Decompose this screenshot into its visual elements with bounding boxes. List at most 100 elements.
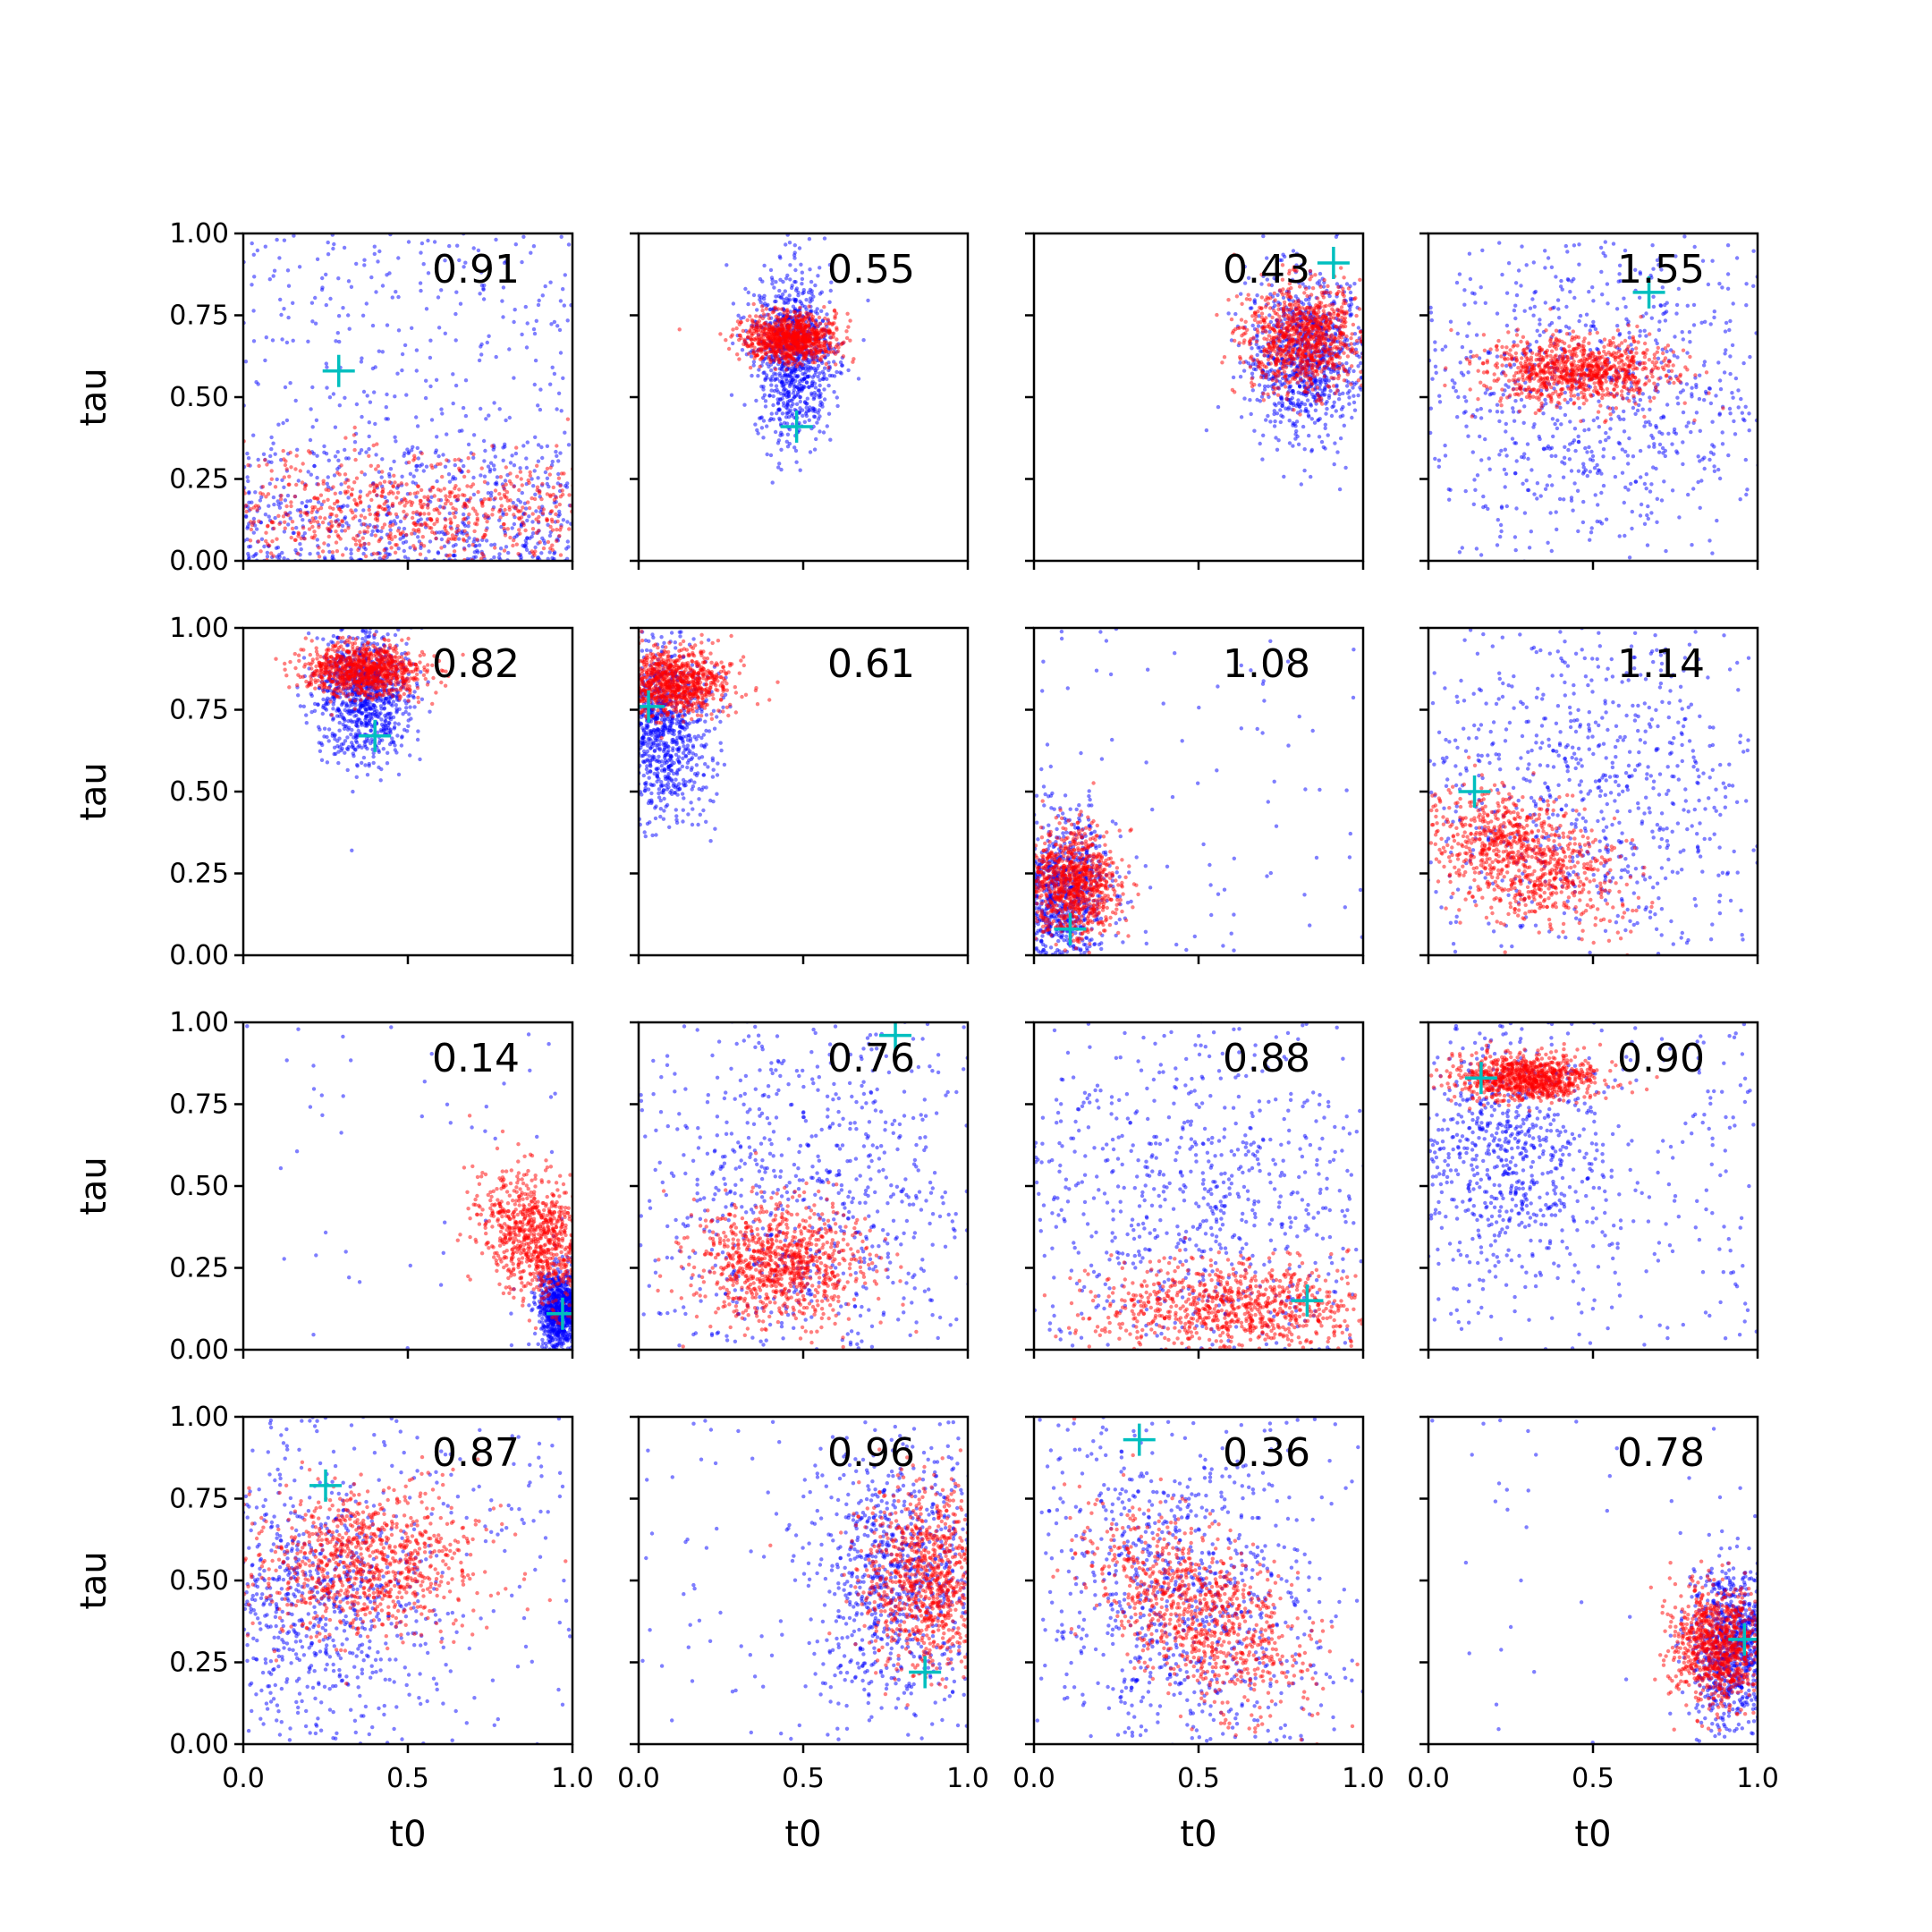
point-series-a xyxy=(250,283,254,287)
point-series-a xyxy=(1268,292,1273,297)
point-series-a xyxy=(1267,377,1271,382)
point-series-a xyxy=(326,240,330,245)
point-series-a xyxy=(512,521,517,527)
point-series-a xyxy=(1324,411,1328,416)
point-series-a xyxy=(827,300,832,304)
point-series-b xyxy=(352,433,357,437)
point-series-a xyxy=(750,373,754,378)
point-series-b xyxy=(399,481,403,486)
point-series-a xyxy=(1242,281,1248,285)
point-series-a xyxy=(782,420,787,425)
point-series-a xyxy=(1267,329,1272,335)
point-series-a xyxy=(507,347,512,352)
point-series-b xyxy=(1326,384,1330,388)
point-series-a xyxy=(768,453,774,458)
point-series-b xyxy=(767,328,772,333)
point-series-b xyxy=(1272,291,1277,296)
point-series-a xyxy=(818,429,822,434)
point-series-b xyxy=(281,514,286,519)
point-series-a xyxy=(562,303,566,308)
y-tick-label: 0.25 xyxy=(169,464,229,496)
point-series-a xyxy=(486,481,490,486)
point-series-b xyxy=(551,492,555,497)
point-series-a xyxy=(784,381,788,386)
point-series-a xyxy=(792,256,797,260)
point-series-a xyxy=(358,489,363,494)
point-series-b xyxy=(396,529,401,533)
point-series-b xyxy=(826,350,831,354)
point-series-a xyxy=(536,403,540,408)
point-series-b xyxy=(534,517,538,521)
point-series-b xyxy=(318,505,324,511)
point-series-a xyxy=(1259,282,1264,286)
point-series-a xyxy=(1262,384,1267,389)
point-series-b xyxy=(409,503,414,507)
point-series-b xyxy=(738,334,742,338)
point-series-b xyxy=(448,491,453,496)
point-series-a xyxy=(550,365,555,369)
point-series-b xyxy=(382,479,387,484)
point-series-a xyxy=(811,414,817,419)
point-series-b xyxy=(784,321,788,326)
point-series-b xyxy=(1321,295,1326,300)
point-series-a xyxy=(283,385,288,390)
point-series-a xyxy=(1307,285,1311,290)
point-series-b xyxy=(508,471,513,476)
point-series-a xyxy=(271,274,275,278)
point-series-a xyxy=(1323,422,1328,427)
y-tick-label: 0.50 xyxy=(169,382,229,413)
point-series-b xyxy=(813,352,818,356)
point-series-b xyxy=(773,305,777,309)
point-series-b xyxy=(770,333,775,337)
point-series-b xyxy=(335,513,339,518)
point-series-b xyxy=(445,458,449,462)
point-series-a xyxy=(1246,275,1251,280)
point-series-a xyxy=(545,444,550,448)
point-series-b xyxy=(1351,322,1356,327)
point-series-b xyxy=(256,539,261,544)
point-series-a xyxy=(1255,397,1259,402)
point-series-b xyxy=(767,354,772,360)
point-series-a xyxy=(485,340,489,345)
point-series-a xyxy=(797,420,801,426)
point-series-a xyxy=(792,243,797,248)
point-series-a xyxy=(538,407,543,412)
point-series-b xyxy=(435,506,439,512)
point-series-b xyxy=(449,502,453,506)
point-series-b xyxy=(263,458,267,462)
point-series-b xyxy=(264,495,268,499)
point-series-a xyxy=(1273,419,1277,424)
point-series-b xyxy=(512,538,516,543)
point-series-b xyxy=(358,530,362,535)
point-series-a xyxy=(251,530,256,535)
point-series-b xyxy=(781,348,785,353)
point-series-a xyxy=(326,252,331,257)
point-series-b xyxy=(266,523,270,528)
point-series-b xyxy=(814,347,818,352)
point-series-a xyxy=(416,456,420,461)
point-series-a xyxy=(559,409,564,413)
point-series-b xyxy=(439,546,444,550)
point-series-a xyxy=(385,392,389,397)
point-series-b xyxy=(540,481,545,487)
point-series-a xyxy=(282,238,287,242)
point-series-b xyxy=(503,507,507,513)
point-series-a xyxy=(1312,420,1318,425)
point-series-b xyxy=(422,512,427,516)
point-series-b xyxy=(795,331,801,335)
point-series-a xyxy=(790,368,795,373)
point-series-b xyxy=(483,515,487,521)
point-series-b xyxy=(457,487,462,492)
point-series-b xyxy=(1243,331,1248,335)
point-series-b xyxy=(445,499,450,504)
point-series-b xyxy=(507,507,512,512)
point-series-a xyxy=(1291,444,1295,448)
point-series-a xyxy=(248,544,253,549)
point-series-b xyxy=(822,305,826,309)
point-series-a xyxy=(767,364,771,369)
point-series-a xyxy=(790,411,795,416)
point-series-a xyxy=(778,256,783,260)
point-series-b xyxy=(453,484,458,488)
point-series-a xyxy=(788,408,792,412)
point-series-a xyxy=(1252,428,1257,433)
